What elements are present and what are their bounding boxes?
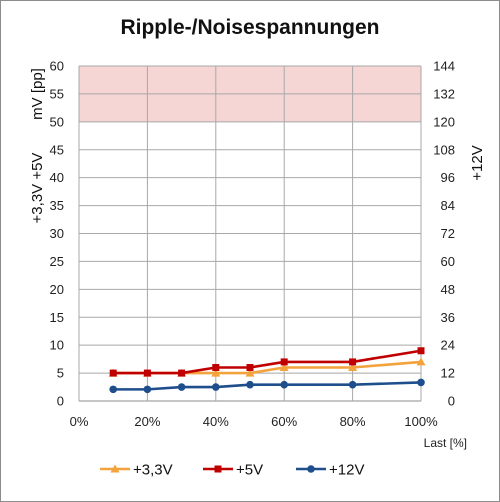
chart-title: Ripple-/Noisespannungen <box>120 16 379 39</box>
y-tick-label-left: 40 <box>50 170 64 185</box>
y-tick-label-left: 55 <box>50 86 64 101</box>
x-tick-label: 20% <box>134 414 160 429</box>
legend-marker-12v <box>307 465 315 473</box>
data-point-33v <box>416 357 426 366</box>
y-tick-label-right: 36 <box>441 310 455 325</box>
data-point-5v <box>109 369 117 377</box>
y-tick-label-right: 96 <box>441 170 455 185</box>
data-point-12v <box>143 385 152 394</box>
y-tick-label-right: 60 <box>441 254 455 269</box>
data-point-12v <box>109 385 117 394</box>
data-point-33v <box>279 363 289 371</box>
data-point-12v <box>417 378 425 387</box>
y-tick-label-left: 5 <box>57 366 64 381</box>
x-tick-label: 0% <box>70 414 89 429</box>
x-tick-label: 60% <box>271 414 297 429</box>
data-point-12v <box>348 380 357 389</box>
data-point-33v <box>211 368 221 377</box>
y-tick-label-right: 72 <box>441 226 455 241</box>
y-tick-label-left: 30 <box>50 226 64 241</box>
y-axis-title-right: +12V <box>469 145 486 180</box>
y-axis-title-left-bottom: +3,3V +5V <box>29 153 46 224</box>
x-tick-label: 100% <box>404 414 438 429</box>
legend-label-5v: +5V <box>236 462 263 479</box>
y-tick-label-left: 15 <box>50 310 64 325</box>
y-tick-label-right: 48 <box>441 282 455 297</box>
y-tick-label-right: 24 <box>441 338 455 353</box>
y-tick-label-right: 12 <box>441 366 455 381</box>
x-tick-label: 40% <box>203 414 229 429</box>
y-tick-label-right: 108 <box>433 142 455 157</box>
data-point-5v <box>417 347 425 355</box>
x-tick-label: 80% <box>340 414 366 429</box>
legend-marker-33v <box>110 464 120 473</box>
y-tick-label-left: 25 <box>50 254 64 269</box>
series-line-12v <box>113 381 422 391</box>
y-tick-label-left: 0 <box>57 394 64 409</box>
y-tick-label-left: 50 <box>50 114 64 129</box>
data-point-5v <box>178 369 186 377</box>
y-tick-label-left: 45 <box>50 142 64 157</box>
y-tick-label-left: 35 <box>50 198 64 213</box>
y-tick-label-left: 10 <box>50 338 64 353</box>
data-point-5v <box>246 364 254 371</box>
y-tick-label-left: 20 <box>50 282 64 297</box>
data-point-12v <box>280 380 289 389</box>
y-tick-label-right: 144 <box>433 59 455 74</box>
x-axis-title: Last [%] <box>424 436 467 450</box>
data-point-5v <box>143 369 151 377</box>
y-tick-label-right: 120 <box>433 114 455 129</box>
y-tick-label-right: 132 <box>433 86 455 101</box>
y-tick-label-right: 84 <box>441 198 455 213</box>
data-point-12v <box>177 383 186 391</box>
legend: +3,3V +5V +12V <box>100 462 364 479</box>
legend-marker-5v <box>214 465 222 473</box>
y-tick-label-right: 0 <box>448 394 455 409</box>
series-line-5v <box>113 349 422 375</box>
y-tick-label-left: 60 <box>50 59 64 74</box>
data-point-5v <box>280 358 288 366</box>
data-point-5v <box>349 358 357 366</box>
data-point-5v <box>212 364 220 371</box>
y-axis-title-left-top: mV [pp] <box>29 68 46 120</box>
data-point-33v <box>245 368 255 377</box>
data-point-12v <box>246 380 254 389</box>
legend-label-33v: +3,3V <box>133 462 173 479</box>
data-point-33v <box>348 363 358 371</box>
data-point-12v <box>212 383 220 391</box>
legend-label-12v: +12V <box>329 462 364 479</box>
